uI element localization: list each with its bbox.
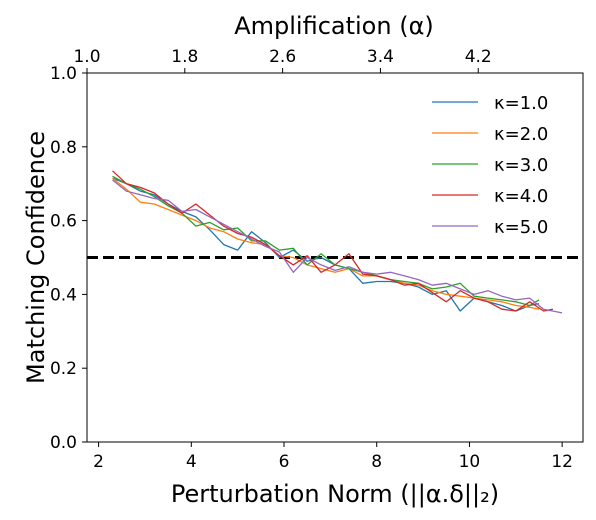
x-tick-label: 8 [371, 452, 382, 472]
y-tick-label: 1.0 [50, 64, 77, 84]
top-axis-label: Amplification (α) [234, 12, 434, 40]
series-group [112, 170, 563, 314]
series-line-2 [112, 177, 540, 310]
y-tick-label: 0.4 [50, 285, 77, 305]
top-tick-label: 4.2 [465, 47, 492, 67]
y-tick-label: 0.8 [50, 138, 77, 158]
x-tick-label: 6 [279, 452, 290, 472]
ticks-group: 2 4 6 8 10 12 0.0 0.2 0.4 0.6 0.8 1.01.0 1.8 2.6 3.4 4.… [50, 47, 573, 472]
top-tick-label: 1.8 [171, 47, 198, 67]
series-line-1 [112, 177, 540, 312]
legend: κ=1.0 κ=2.0 κ=3.0 κ=4.0 κ=5.0 [432, 93, 548, 238]
top-tick-label: 3.4 [367, 47, 394, 67]
x-axis-label: Perturbation Norm (||α.δ||₂) [171, 480, 499, 508]
series-line-5 [112, 179, 563, 314]
top-tick-label: 2.6 [269, 47, 296, 67]
series-line-3 [112, 175, 540, 307]
y-tick-label: 0.2 [50, 359, 77, 379]
y-tick-label: 0.6 [50, 212, 77, 232]
series-line-4 [112, 170, 554, 312]
y-axis-label: Matching Confidence [22, 131, 50, 384]
x-tick-label: 4 [186, 452, 197, 472]
x-tick-label: 10 [459, 452, 481, 472]
legend-label-3: κ=3.0 [494, 155, 548, 176]
legend-label-1: κ=1.0 [494, 93, 548, 114]
x-tick-label: 12 [551, 452, 573, 472]
x-tick-label: 2 [93, 452, 104, 472]
top-tick-label: 1.0 [73, 47, 100, 67]
y-tick-label: 0.0 [50, 433, 77, 453]
axes-frame [86, 72, 584, 443]
legend-label-4: κ=4.0 [494, 186, 548, 207]
legend-label-2: κ=2.0 [494, 124, 548, 145]
legend-label-5: κ=5.0 [494, 217, 548, 238]
